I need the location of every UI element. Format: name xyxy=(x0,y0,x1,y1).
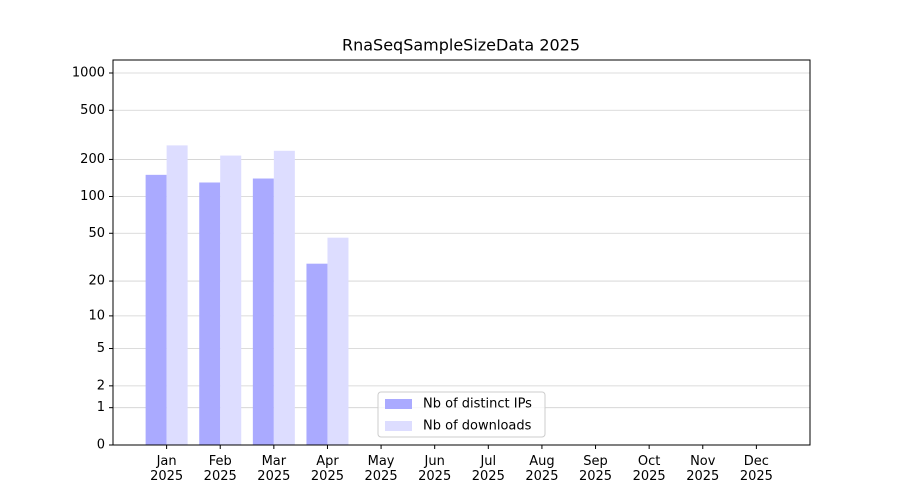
y-tick-label: 200 xyxy=(80,152,105,167)
bar xyxy=(220,155,242,445)
x-tick-label: Jan 2025 xyxy=(150,454,184,484)
x-tick-label: Oct 2025 xyxy=(632,454,666,484)
y-tick-label: 0 xyxy=(97,438,105,453)
bar xyxy=(199,182,221,445)
legend-swatch xyxy=(385,399,412,409)
bar xyxy=(166,145,188,445)
x-tick-label: Nov 2025 xyxy=(686,454,720,484)
y-tick-label: 100 xyxy=(80,189,105,204)
bar xyxy=(306,263,328,445)
bar xyxy=(252,178,274,445)
bar xyxy=(145,174,167,445)
x-tick-label: Feb 2025 xyxy=(203,454,237,484)
legend-label: Nb of distinct IPs xyxy=(423,397,532,412)
x-tick-label: Apr 2025 xyxy=(310,454,344,484)
y-tick-label: 1000 xyxy=(72,65,105,80)
y-tick-label: 50 xyxy=(88,226,105,241)
legend-box xyxy=(377,391,546,438)
y-tick-label: 2 xyxy=(97,378,105,393)
y-tick-label: 5 xyxy=(97,341,105,356)
legend-swatch xyxy=(385,421,412,431)
x-tick-label: Aug 2025 xyxy=(525,454,559,484)
legend-label: Nb of downloads xyxy=(423,419,532,434)
x-tick-label: Dec 2025 xyxy=(739,454,773,484)
bar xyxy=(273,150,295,445)
y-tick-label: 500 xyxy=(80,103,105,118)
y-tick-label: 20 xyxy=(88,274,105,289)
plot-frame xyxy=(112,59,811,446)
x-tick-label: Jun 2025 xyxy=(418,454,452,484)
bar xyxy=(327,237,349,445)
x-tick-label: Mar 2025 xyxy=(257,454,291,484)
y-tick-label: 10 xyxy=(88,308,105,323)
y-tick-label: 1 xyxy=(97,400,105,415)
chart-title: RnaSeqSampleSizeData 2025 xyxy=(342,36,580,55)
x-tick-label: Jul 2025 xyxy=(471,454,505,484)
x-tick-label: Sep 2025 xyxy=(578,454,613,484)
x-tick-label: May 2025 xyxy=(364,454,398,484)
